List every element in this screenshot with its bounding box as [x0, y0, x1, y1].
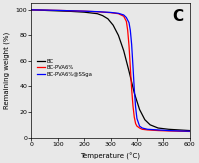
BC-PVA6%	[157, 130, 159, 132]
BC-PVA6%	[134, 123, 137, 125]
Line: BC-PVA6%: BC-PVA6%	[31, 10, 190, 131]
BC-PVA6%@SSga	[132, 65, 134, 67]
BC-PVA6%@SSga	[138, 125, 141, 127]
BC	[133, 92, 136, 94]
BC	[138, 109, 141, 111]
BC-PVA6%	[133, 116, 136, 118]
BC	[117, 34, 120, 36]
BC-PVA6%@SSga	[146, 128, 149, 130]
Text: C: C	[172, 9, 183, 24]
BC-PVA6%@SSga	[109, 11, 112, 13]
BC	[128, 70, 130, 72]
BC-PVA6%@SSga	[136, 118, 138, 119]
BC-PVA6%	[136, 125, 138, 127]
BC	[83, 11, 85, 13]
BC-PVA6%	[83, 10, 85, 12]
BC-PVA6%@SSga	[96, 11, 99, 13]
BC-PVA6%@SSga	[46, 9, 48, 11]
BC-PVA6%	[178, 130, 180, 132]
Y-axis label: Remaining weight (%): Remaining weight (%)	[3, 32, 10, 109]
BC-PVA6%	[128, 45, 130, 47]
BC	[123, 50, 125, 52]
BC	[188, 130, 191, 132]
BC-PVA6%	[138, 127, 141, 129]
BC	[57, 10, 59, 12]
BC-PVA6%@SSga	[83, 10, 85, 12]
BC	[157, 127, 159, 129]
BC-PVA6%@SSga	[129, 29, 132, 31]
BC-PVA6%@SSga	[188, 130, 191, 132]
BC-PVA6%@SSga	[38, 9, 40, 11]
BC-PVA6%	[141, 128, 143, 130]
BC-PVA6%@SSga	[178, 130, 180, 132]
BC	[149, 124, 151, 126]
BC-PVA6%	[129, 66, 132, 68]
BC-PVA6%	[130, 88, 133, 90]
BC-PVA6%	[96, 11, 99, 13]
BC-PVA6%@SSga	[128, 22, 130, 24]
BC-PVA6%@SSga	[123, 14, 125, 16]
BC	[144, 119, 146, 121]
Legend: BC, BC-PVA6%, BC-PVA6%@SSga: BC, BC-PVA6%, BC-PVA6%@SSga	[37, 59, 93, 77]
BC	[167, 128, 170, 130]
BC	[112, 24, 114, 26]
Line: BC-PVA6%@SSga: BC-PVA6%@SSga	[31, 10, 190, 131]
BC-PVA6%	[70, 10, 72, 12]
BC-PVA6%	[127, 29, 129, 31]
BC-PVA6%@SSga	[57, 9, 59, 11]
BC-PVA6%	[132, 105, 134, 107]
BC	[96, 13, 99, 15]
BC-PVA6%@SSga	[125, 16, 128, 18]
BC-PVA6%	[188, 130, 191, 132]
BC	[46, 9, 48, 11]
BC-PVA6%	[38, 9, 40, 11]
BC	[101, 15, 104, 17]
BC-PVA6%@SSga	[117, 12, 120, 14]
X-axis label: Temperature (°C): Temperature (°C)	[81, 152, 140, 160]
BC-PVA6%	[57, 9, 59, 11]
BC-PVA6%@SSga	[133, 88, 136, 90]
BC-PVA6%@SSga	[167, 130, 170, 132]
BC-PVA6%	[123, 15, 125, 17]
BC-PVA6%	[117, 13, 120, 15]
BC	[30, 9, 32, 11]
BC	[107, 18, 109, 20]
BC-PVA6%	[46, 9, 48, 11]
Line: BC: BC	[31, 10, 190, 131]
BC-PVA6%@SSga	[130, 43, 133, 45]
BC-PVA6%	[30, 9, 32, 11]
BC	[178, 129, 180, 131]
BC-PVA6%	[109, 12, 112, 14]
BC-PVA6%	[167, 130, 170, 132]
BC-PVA6%@SSga	[157, 129, 159, 131]
BC-PVA6%@SSga	[70, 10, 72, 12]
BC	[38, 9, 40, 11]
BC-PVA6%@SSga	[134, 106, 137, 108]
BC-PVA6%	[125, 20, 128, 22]
BC-PVA6%@SSga	[30, 9, 32, 11]
BC-PVA6%@SSga	[141, 127, 143, 129]
BC-PVA6%	[146, 129, 149, 131]
BC	[70, 10, 72, 12]
